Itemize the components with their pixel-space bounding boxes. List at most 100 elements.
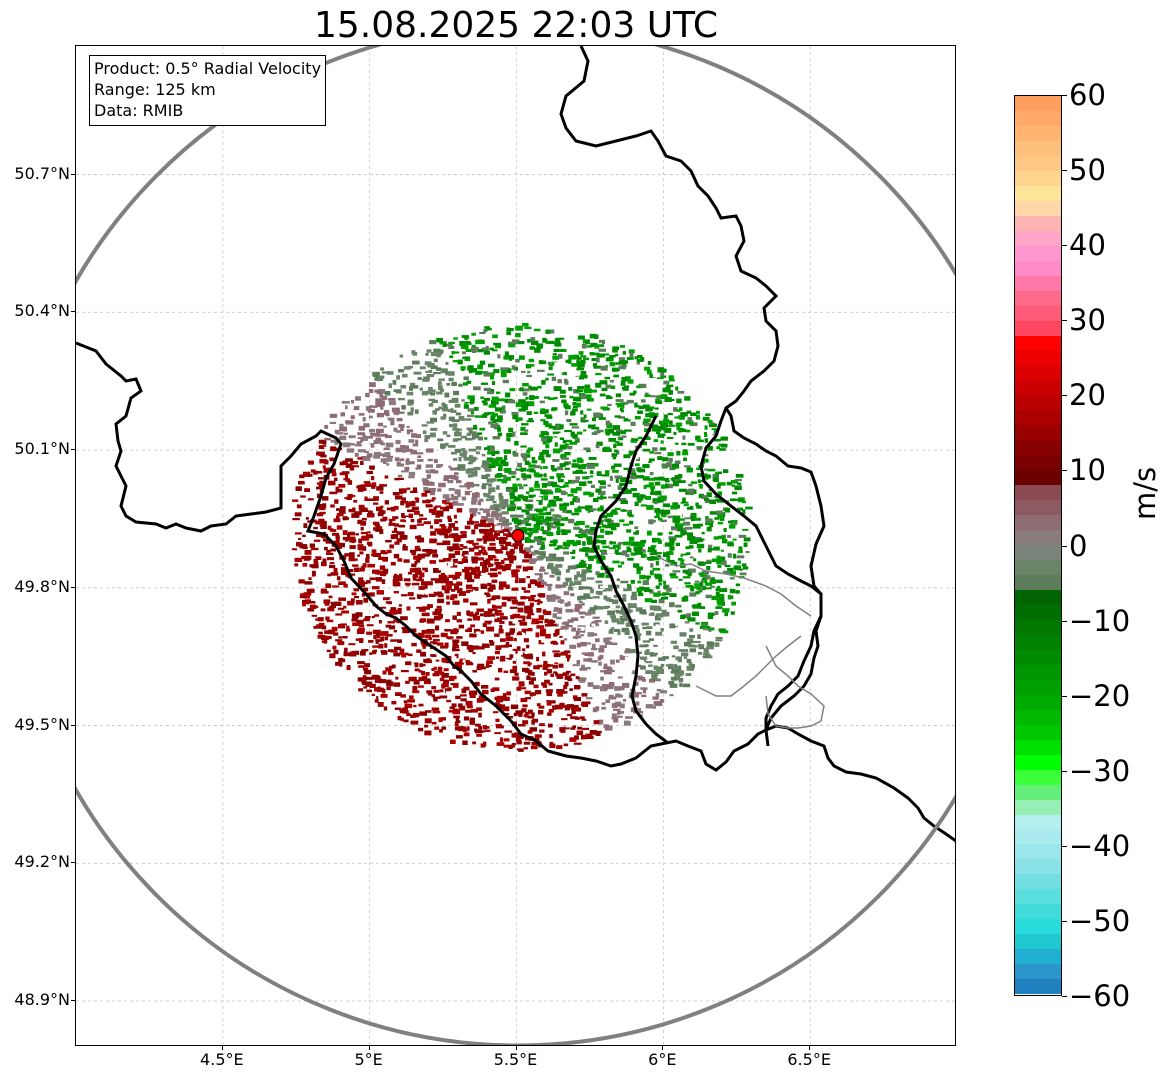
velocity-cell	[711, 428, 718, 433]
velocity-cell	[512, 483, 517, 488]
velocity-cell	[544, 530, 550, 533]
velocity-cell	[559, 727, 566, 732]
velocity-cell	[446, 699, 452, 703]
velocity-cell	[348, 435, 356, 439]
velocity-cell	[393, 527, 398, 533]
latitude-tick-label: 49.2°N	[14, 852, 70, 872]
velocity-cell	[612, 456, 616, 460]
velocity-cell	[302, 534, 306, 538]
velocity-cell	[562, 440, 567, 444]
velocity-cell	[547, 481, 554, 485]
velocity-cell	[468, 448, 477, 452]
velocity-cell	[579, 667, 588, 671]
velocity-cell	[431, 694, 435, 698]
velocity-cell	[372, 629, 381, 634]
velocity-cell	[328, 629, 336, 635]
velocity-cell	[426, 481, 435, 486]
velocity-cell	[498, 492, 503, 498]
velocity-cell	[703, 590, 710, 594]
velocity-cell	[662, 592, 670, 595]
velocity-cell	[330, 601, 336, 607]
velocity-cell	[696, 543, 705, 549]
velocity-cell	[583, 735, 588, 738]
velocity-cell	[627, 513, 633, 517]
velocity-cell	[607, 428, 615, 434]
velocity-cell	[658, 701, 663, 706]
velocity-cell	[509, 654, 514, 659]
velocity-cell	[425, 678, 431, 682]
velocity-cell	[463, 732, 470, 737]
velocity-cell	[603, 663, 608, 669]
velocity-cell	[555, 564, 563, 568]
velocity-cell	[450, 409, 457, 413]
velocity-cell	[327, 525, 332, 530]
velocity-cell	[597, 540, 602, 544]
velocity-cell	[452, 594, 458, 599]
velocity-cell	[454, 726, 460, 731]
velocity-cell	[529, 346, 535, 350]
velocity-cell	[486, 626, 495, 632]
velocity-cell	[407, 399, 414, 405]
velocity-cell	[543, 495, 548, 500]
velocity-cell	[559, 424, 564, 430]
velocity-cell	[484, 447, 489, 451]
colorbar-tick	[1062, 996, 1067, 997]
velocity-cell	[471, 556, 478, 562]
velocity-cell	[448, 523, 455, 528]
velocity-cell	[613, 443, 617, 449]
velocity-cell	[309, 601, 316, 604]
radar-map[interactable]	[75, 45, 956, 1046]
velocity-cell	[438, 369, 442, 374]
velocity-cell	[578, 600, 583, 604]
velocity-cell	[344, 647, 348, 653]
velocity-cell	[604, 684, 612, 688]
velocity-cell	[454, 472, 459, 475]
velocity-cell	[465, 700, 473, 706]
velocity-cell	[432, 642, 439, 645]
velocity-cell	[729, 588, 736, 594]
velocity-cell	[318, 451, 325, 457]
velocity-cell	[530, 615, 535, 618]
velocity-cell	[495, 656, 500, 659]
velocity-cell	[342, 517, 350, 520]
velocity-cell	[395, 439, 401, 445]
velocity-cell	[497, 427, 502, 432]
velocity-cell	[625, 716, 633, 719]
velocity-cell	[581, 571, 587, 575]
velocity-cell	[488, 483, 493, 487]
velocity-cell	[571, 363, 578, 367]
velocity-cell	[587, 577, 595, 580]
velocity-cell	[471, 350, 477, 353]
velocity-cell	[611, 642, 618, 646]
velocity-cell	[411, 642, 417, 647]
velocity-cell	[699, 573, 705, 577]
velocity-cell	[506, 432, 514, 437]
velocity-cell	[440, 671, 445, 676]
velocity-cell	[456, 581, 460, 586]
velocity-cell	[379, 395, 385, 398]
velocity-cell	[544, 679, 550, 684]
velocity-cell	[534, 347, 541, 353]
velocity-cell	[626, 609, 633, 613]
velocity-cell	[505, 476, 511, 481]
velocity-cell	[495, 391, 501, 394]
velocity-cell	[702, 416, 710, 421]
velocity-cell	[486, 512, 491, 518]
velocity-cell	[541, 380, 546, 385]
velocity-cell	[560, 506, 567, 511]
velocity-cell	[721, 597, 728, 602]
velocity-cell	[474, 729, 483, 734]
velocity-cell	[523, 638, 529, 643]
velocity-cell	[303, 471, 311, 474]
velocity-cell	[322, 558, 327, 564]
velocity-cell	[396, 575, 400, 580]
velocity-cell	[373, 527, 379, 531]
velocity-cell	[341, 428, 347, 432]
velocity-cell	[372, 650, 377, 655]
velocity-cell	[575, 630, 580, 636]
velocity-cell	[350, 598, 355, 604]
velocity-cell	[571, 512, 580, 516]
velocity-cell	[641, 687, 648, 690]
velocity-cell	[336, 546, 342, 549]
velocity-cell	[557, 474, 564, 477]
